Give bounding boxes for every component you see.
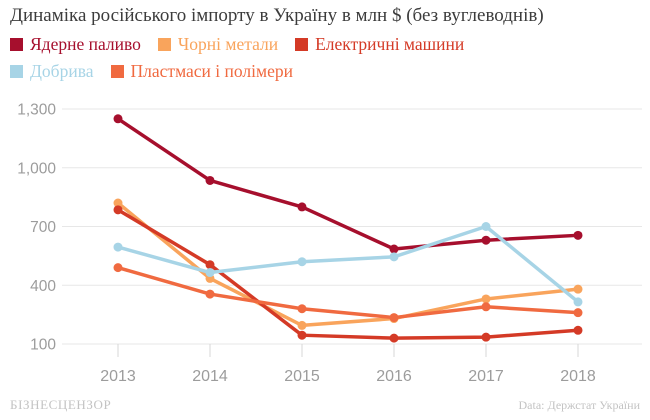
brand-logo: БІЗНЕСЦЕНЗОР: [10, 397, 112, 412]
series-2: [113, 205, 583, 343]
data-point-marker[interactable]: [481, 222, 491, 231]
series-3: [113, 222, 583, 307]
legend-label: Електричні машини: [315, 34, 465, 54]
series-4: [113, 263, 583, 323]
legend-item-plastics-polymers[interactable]: Пластмаси і полімери: [110, 61, 293, 81]
data-point-marker[interactable]: [113, 263, 123, 273]
y-axis-tick-label: 1,300: [17, 102, 56, 119]
data-point-marker[interactable]: [113, 198, 123, 208]
data-point-marker[interactable]: [573, 297, 583, 307]
data-point-marker[interactable]: [205, 289, 215, 299]
y-axis-tick-label: 700: [30, 219, 56, 236]
data-point-marker[interactable]: [205, 260, 215, 270]
data-point-marker[interactable]: [481, 302, 491, 312]
legend-item-electric-machines[interactable]: Електричні машини: [295, 34, 464, 54]
data-point-marker[interactable]: [481, 332, 491, 342]
series-0: [113, 114, 583, 254]
series-line: [116, 117, 580, 251]
legend-swatch-icon: [110, 64, 124, 78]
x-axis-tick-label: 2018: [560, 368, 596, 385]
data-point-marker[interactable]: [297, 202, 307, 212]
data-point-marker[interactable]: [205, 268, 215, 278]
y-axis-tick-label: 400: [30, 278, 56, 295]
series-line: [116, 208, 580, 340]
data-point-marker[interactable]: [297, 257, 307, 267]
data-point-marker[interactable]: [573, 325, 583, 335]
series-line: [116, 265, 580, 320]
legend-item-nuclear-fuel[interactable]: Ядерне паливо: [10, 34, 141, 54]
legend-row-1: Ядерне паливо Чорні метали Електричні ма…: [10, 34, 481, 54]
data-point-marker[interactable]: [205, 175, 215, 185]
legend-item-ferrous-metals[interactable]: Чорні метали: [157, 34, 279, 54]
x-axis-tick-label: 2013: [100, 368, 136, 385]
data-point-marker[interactable]: [389, 252, 399, 262]
data-point-marker[interactable]: [113, 114, 123, 124]
legend-swatch-icon: [295, 37, 309, 51]
y-axis-tick-label: 1,000: [17, 160, 56, 177]
y-axis-tick-label: 100: [30, 337, 56, 354]
data-point-marker[interactable]: [389, 244, 399, 254]
data-point-marker[interactable]: [573, 230, 583, 240]
x-axis-tick-label: 2015: [284, 368, 320, 385]
x-axis-tick-label: 2017: [468, 368, 504, 385]
data-point-marker[interactable]: [297, 320, 307, 330]
legend-swatch-icon: [157, 37, 171, 51]
legend-label: Добрива: [30, 61, 94, 81]
legend-swatch-icon: [10, 37, 23, 51]
data-point-marker[interactable]: [481, 235, 491, 245]
legend-label: Пластмаси і полімери: [130, 61, 293, 81]
x-axis-tick-label: 2016: [376, 368, 412, 385]
data-point-marker[interactable]: [389, 333, 399, 343]
series-line: [116, 224, 580, 304]
legend-swatch-icon: [10, 64, 23, 78]
x-axis-tick-label: 2014: [192, 368, 228, 385]
legend-row-2: Добрива Пластмаси і полімери: [10, 61, 481, 81]
series-line: [116, 201, 580, 328]
data-point-marker[interactable]: [297, 330, 307, 340]
legend-label: Ядерне паливо: [30, 34, 141, 54]
legend: Ядерне паливо Чорні метали Електричні ма…: [10, 34, 481, 88]
chart-title: Динаміка російського імпорту в Україну в…: [10, 5, 544, 26]
data-point-marker[interactable]: [573, 308, 583, 318]
data-point-marker[interactable]: [573, 284, 583, 294]
legend-item-fertilizers[interactable]: Добрива: [10, 61, 94, 81]
data-point-marker[interactable]: [113, 205, 123, 215]
data-point-marker[interactable]: [297, 304, 307, 314]
data-point-marker[interactable]: [481, 294, 491, 304]
data-point-marker[interactable]: [113, 242, 123, 252]
legend-label: Чорні метали: [177, 34, 279, 54]
data-source-credit: Data: Держстат України: [518, 398, 640, 412]
data-point-marker[interactable]: [389, 313, 399, 323]
